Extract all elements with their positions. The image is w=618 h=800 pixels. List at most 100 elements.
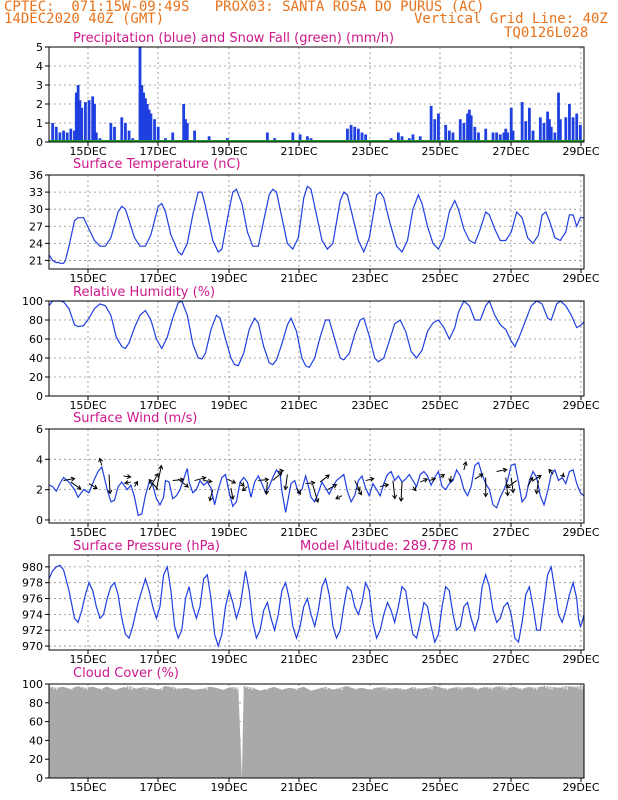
- precip-bar: [557, 92, 560, 142]
- x-tick-label: 15DEC: [69, 145, 106, 158]
- wind-vector: [305, 482, 315, 485]
- precip-bar: [93, 104, 96, 142]
- y-tick-label: 4: [36, 453, 43, 466]
- precip-bar: [548, 119, 551, 142]
- wind-vector: [99, 458, 103, 466]
- precip-bar: [124, 123, 127, 142]
- wind-vector-head: [231, 479, 237, 484]
- wind-vector: [392, 480, 396, 499]
- x-tick-label: 15DEC: [69, 526, 106, 539]
- precip-bar: [138, 47, 142, 142]
- x-tick-label: 27DEC: [492, 526, 529, 539]
- precip-bar: [553, 132, 557, 142]
- wind-vector-head: [335, 495, 341, 500]
- panel-title: Surface Pressure (hPa): [73, 539, 220, 554]
- x-tick-label: 15DEC: [69, 399, 106, 412]
- precip-bar: [564, 117, 568, 142]
- wind-vector: [532, 475, 542, 481]
- wind-vector: [474, 473, 484, 480]
- precip-bar: [578, 124, 582, 142]
- x-tick-label: 19DEC: [210, 526, 247, 539]
- wind-vector-head: [560, 472, 565, 478]
- precip-bar: [546, 111, 550, 142]
- wind-vector: [296, 487, 301, 495]
- wind-vector-head: [483, 492, 489, 498]
- x-tick-label: 23DEC: [351, 272, 388, 285]
- x-tick-label: 23DEC: [351, 399, 388, 412]
- x-tick-label: 21DEC: [280, 145, 317, 158]
- panel-title: Precipitation (blue) and Snow Fall (gree…: [73, 31, 394, 46]
- y-tick-label: 21: [29, 254, 43, 267]
- wind-vector: [70, 481, 82, 490]
- series-line: [48, 299, 585, 369]
- wind-vector-head: [462, 460, 468, 466]
- wind-vector-head: [534, 489, 540, 495]
- wind-vector-head: [357, 490, 362, 496]
- wind-vector: [536, 480, 540, 494]
- x-tick-label: 21DEC: [280, 781, 317, 794]
- panel-1: [45, 46, 585, 146]
- wind-vector-head: [392, 494, 398, 500]
- wind-vector: [227, 478, 236, 484]
- precip-bar: [65, 132, 69, 142]
- wind-vector-head: [208, 496, 214, 502]
- x-tick-label: 25DEC: [421, 399, 458, 412]
- precip-bar: [349, 124, 353, 142]
- x-tick-label: 23DEC: [351, 145, 388, 158]
- header-date: 14DEC2020 40Z (GMT): [4, 11, 165, 27]
- wind-vector-head: [76, 485, 82, 490]
- precip-bar: [477, 132, 480, 142]
- x-tick-label: 17DEC: [139, 781, 176, 794]
- precip-bar: [74, 92, 78, 142]
- y-tick-label: 3: [36, 79, 43, 92]
- y-tick-label: 100: [22, 678, 43, 691]
- panel-3: [45, 299, 585, 400]
- wind-vector: [148, 479, 159, 490]
- y-tick-label: 4: [36, 60, 43, 73]
- wind-vector-head: [229, 495, 235, 501]
- plot-frame: [48, 554, 585, 651]
- panel-title: Cloud Cover (%): [73, 666, 179, 681]
- precip-bar: [142, 92, 146, 142]
- y-tick-label: 976: [22, 593, 43, 606]
- precip-bar: [466, 113, 469, 142]
- y-tick-label: 40: [29, 734, 43, 747]
- wind-vector-head: [70, 476, 76, 482]
- x-tick-label: 27DEC: [492, 272, 529, 285]
- precip-bar: [91, 96, 95, 142]
- precip-bar: [462, 123, 466, 142]
- wind-vector-head: [126, 474, 132, 480]
- wind-vector: [172, 479, 184, 482]
- x-tick-label: 25DEC: [421, 272, 458, 285]
- wind-vector-head: [207, 478, 213, 484]
- wind-vector: [510, 477, 514, 493]
- precip-bar: [484, 128, 488, 142]
- wind-vector-head: [412, 486, 417, 492]
- precip-bar: [51, 123, 55, 142]
- wind-vector: [400, 482, 403, 502]
- y-tick-label: 33: [29, 186, 43, 199]
- wind-vector-head: [241, 486, 247, 492]
- wind-vector: [365, 478, 374, 482]
- wind-vector: [429, 478, 436, 482]
- y-tick-label: 974: [22, 608, 43, 621]
- precip-bar: [418, 136, 422, 142]
- precip-bar: [356, 128, 360, 142]
- precip-bar: [87, 100, 91, 142]
- precip-bar: [109, 123, 113, 142]
- y-tick-label: 80: [29, 697, 43, 710]
- y-tick-label: 24: [29, 237, 43, 250]
- precip-bar: [193, 130, 196, 142]
- panel-6: [45, 683, 585, 782]
- y-tick-label: 20: [29, 753, 43, 766]
- wind-vector-head: [107, 489, 113, 495]
- y-tick-label: 36: [29, 169, 43, 182]
- precip-bar: [502, 132, 506, 142]
- wind-vector-head: [133, 480, 138, 486]
- precip-bar: [467, 109, 471, 142]
- precip-bar: [506, 132, 509, 142]
- wind-vector-head: [296, 490, 302, 495]
- y-tick-label: 970: [22, 640, 43, 653]
- wind-vector-head: [536, 474, 542, 480]
